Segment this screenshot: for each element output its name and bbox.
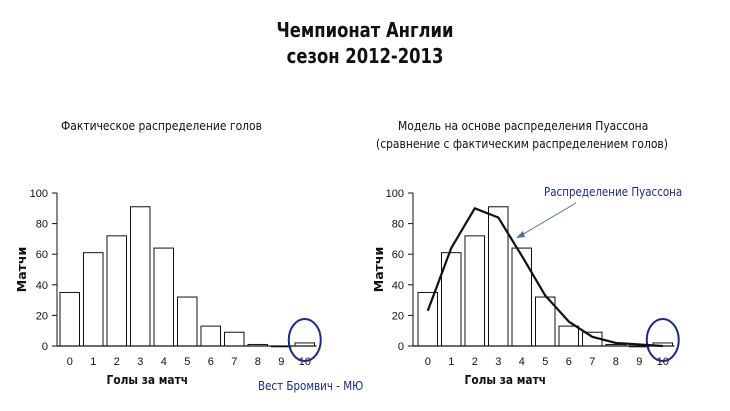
right-bar: [558, 325, 579, 347]
left-highlight-circle: [287, 318, 322, 362]
left-bar: [200, 325, 221, 347]
left-y-tick-label: 60: [36, 249, 48, 261]
right-x-tick-label: 7: [589, 356, 595, 368]
right-bar: [464, 235, 485, 347]
right-poisson-line: [426, 207, 663, 348]
right-y-tick-label: 0: [398, 341, 404, 353]
right-chart-title-line1: Модель на основе распределения Пуассона: [398, 118, 649, 133]
right-y-tick-label: 20: [392, 310, 404, 322]
left-bar: [59, 291, 80, 347]
left-x-tick-label: 8: [255, 356, 261, 368]
left-x-tick-label: 3: [137, 356, 143, 368]
left-x-axis-label: Голы за матч: [107, 372, 188, 387]
right-x-tick-label: 5: [542, 356, 548, 368]
right-y-axis-label: Матчи: [371, 247, 386, 292]
left-bar: [106, 235, 127, 347]
left-x-tick-label: 0: [67, 356, 73, 368]
right-x-tick-label: 9: [636, 356, 642, 368]
page-title-line2: сезон 2012-2013: [286, 44, 444, 68]
left-x-tick-label: 6: [208, 356, 214, 368]
right-y-tick-label: 80: [392, 219, 404, 231]
right-y-tick-label: 100: [386, 188, 404, 200]
annotation-arrow-line: [519, 202, 577, 237]
right-bar: [511, 247, 532, 347]
right-x-tick-label: 3: [495, 356, 501, 368]
right-bar: [417, 291, 438, 347]
left-y-tick-label: 100: [30, 188, 48, 200]
left-bar: [224, 331, 245, 347]
left-bar: [83, 252, 104, 347]
left-y-tick-label: 40: [36, 280, 48, 292]
left-y-tick-label: 0: [42, 341, 48, 353]
left-x-tick-label: 5: [184, 356, 190, 368]
page-title-line1: Чемпионат Англии: [276, 18, 454, 42]
left-y-axis-label: Матчи: [14, 247, 29, 292]
right-x-tick-label: 4: [519, 356, 525, 368]
right-x-tick-label: 2: [472, 356, 478, 368]
right-x-axis-label: Голы за матч: [465, 372, 546, 387]
right-highlight-circle: [645, 318, 680, 362]
left-x-tick-label: 4: [161, 356, 167, 368]
left-x-tick-label: 1: [90, 356, 96, 368]
right-x-tick-label: 6: [566, 356, 572, 368]
right-x-tick-label: 8: [613, 356, 619, 368]
annotation-west-brom-mu: Вест Бромвич - МЮ: [258, 379, 363, 393]
right-x-tick-label: 1: [448, 356, 454, 368]
left-bar: [130, 206, 151, 347]
annotation-poisson: Распределение Пуассона: [544, 185, 682, 199]
right-x-tick-label: 0: [425, 356, 431, 368]
annotation-arrow-head: [516, 231, 525, 238]
left-x-tick-label: 2: [114, 356, 120, 368]
left-x-tick-label: 7: [231, 356, 237, 368]
right-y-tick-label: 60: [392, 249, 404, 261]
right-chart-title-line2: (сравнение с фактическим распределением …: [376, 136, 668, 151]
left-bar: [153, 247, 174, 347]
left-y-tick-label: 80: [36, 219, 48, 231]
left-x-tick-label: 9: [278, 356, 284, 368]
right-y-tick-label: 40: [392, 280, 404, 292]
left-chart-title: Фактическое распределение голов: [61, 118, 262, 133]
left-y-tick-label: 20: [36, 310, 48, 322]
left-bar: [177, 296, 198, 347]
